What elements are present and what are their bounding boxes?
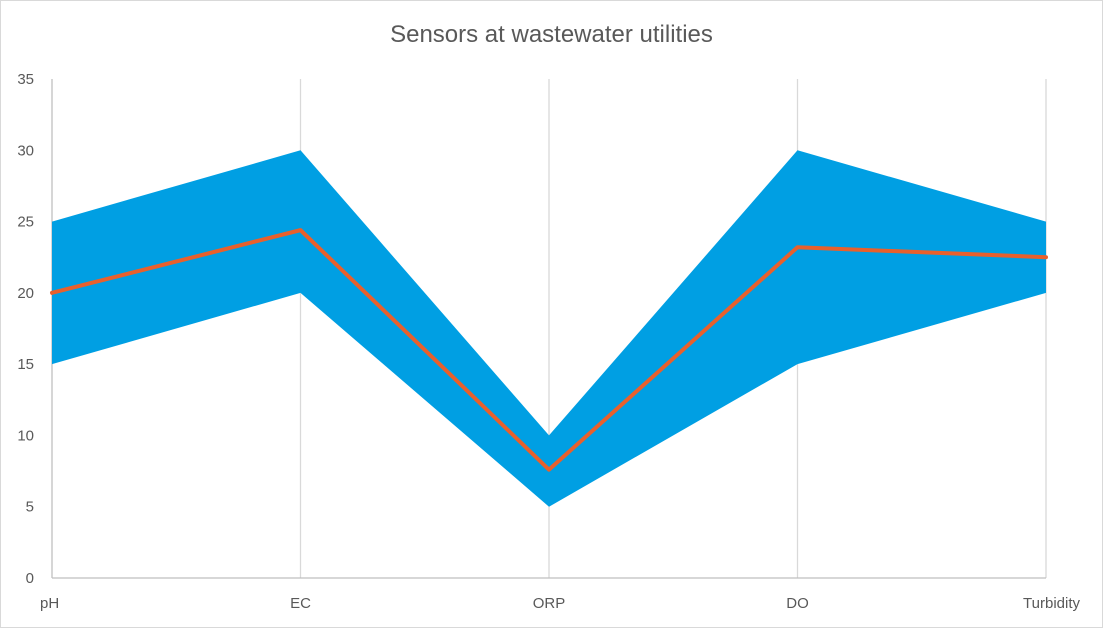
series-line-mean (50, 228, 1048, 472)
y-tick-label: 30 (17, 142, 34, 159)
x-tick-label: Turbidity (1023, 595, 1080, 612)
x-tick-label: ORP (533, 595, 566, 612)
y-tick-label: 0 (26, 570, 34, 587)
y-tick-label: 25 (17, 214, 34, 231)
y-tick-label: 10 (17, 427, 34, 444)
y-tick-label: 20 (17, 285, 34, 302)
range-band (52, 150, 1046, 507)
y-tick-label: 35 (17, 71, 34, 88)
y-tick-label: 15 (17, 356, 34, 373)
x-tick-label: EC (290, 595, 311, 612)
x-tick-label: pH (40, 595, 59, 612)
y-tick-label: 5 (26, 499, 34, 516)
x-tick-label: DO (786, 595, 809, 612)
chart-title: Sensors at wastewater utilities (390, 21, 713, 48)
